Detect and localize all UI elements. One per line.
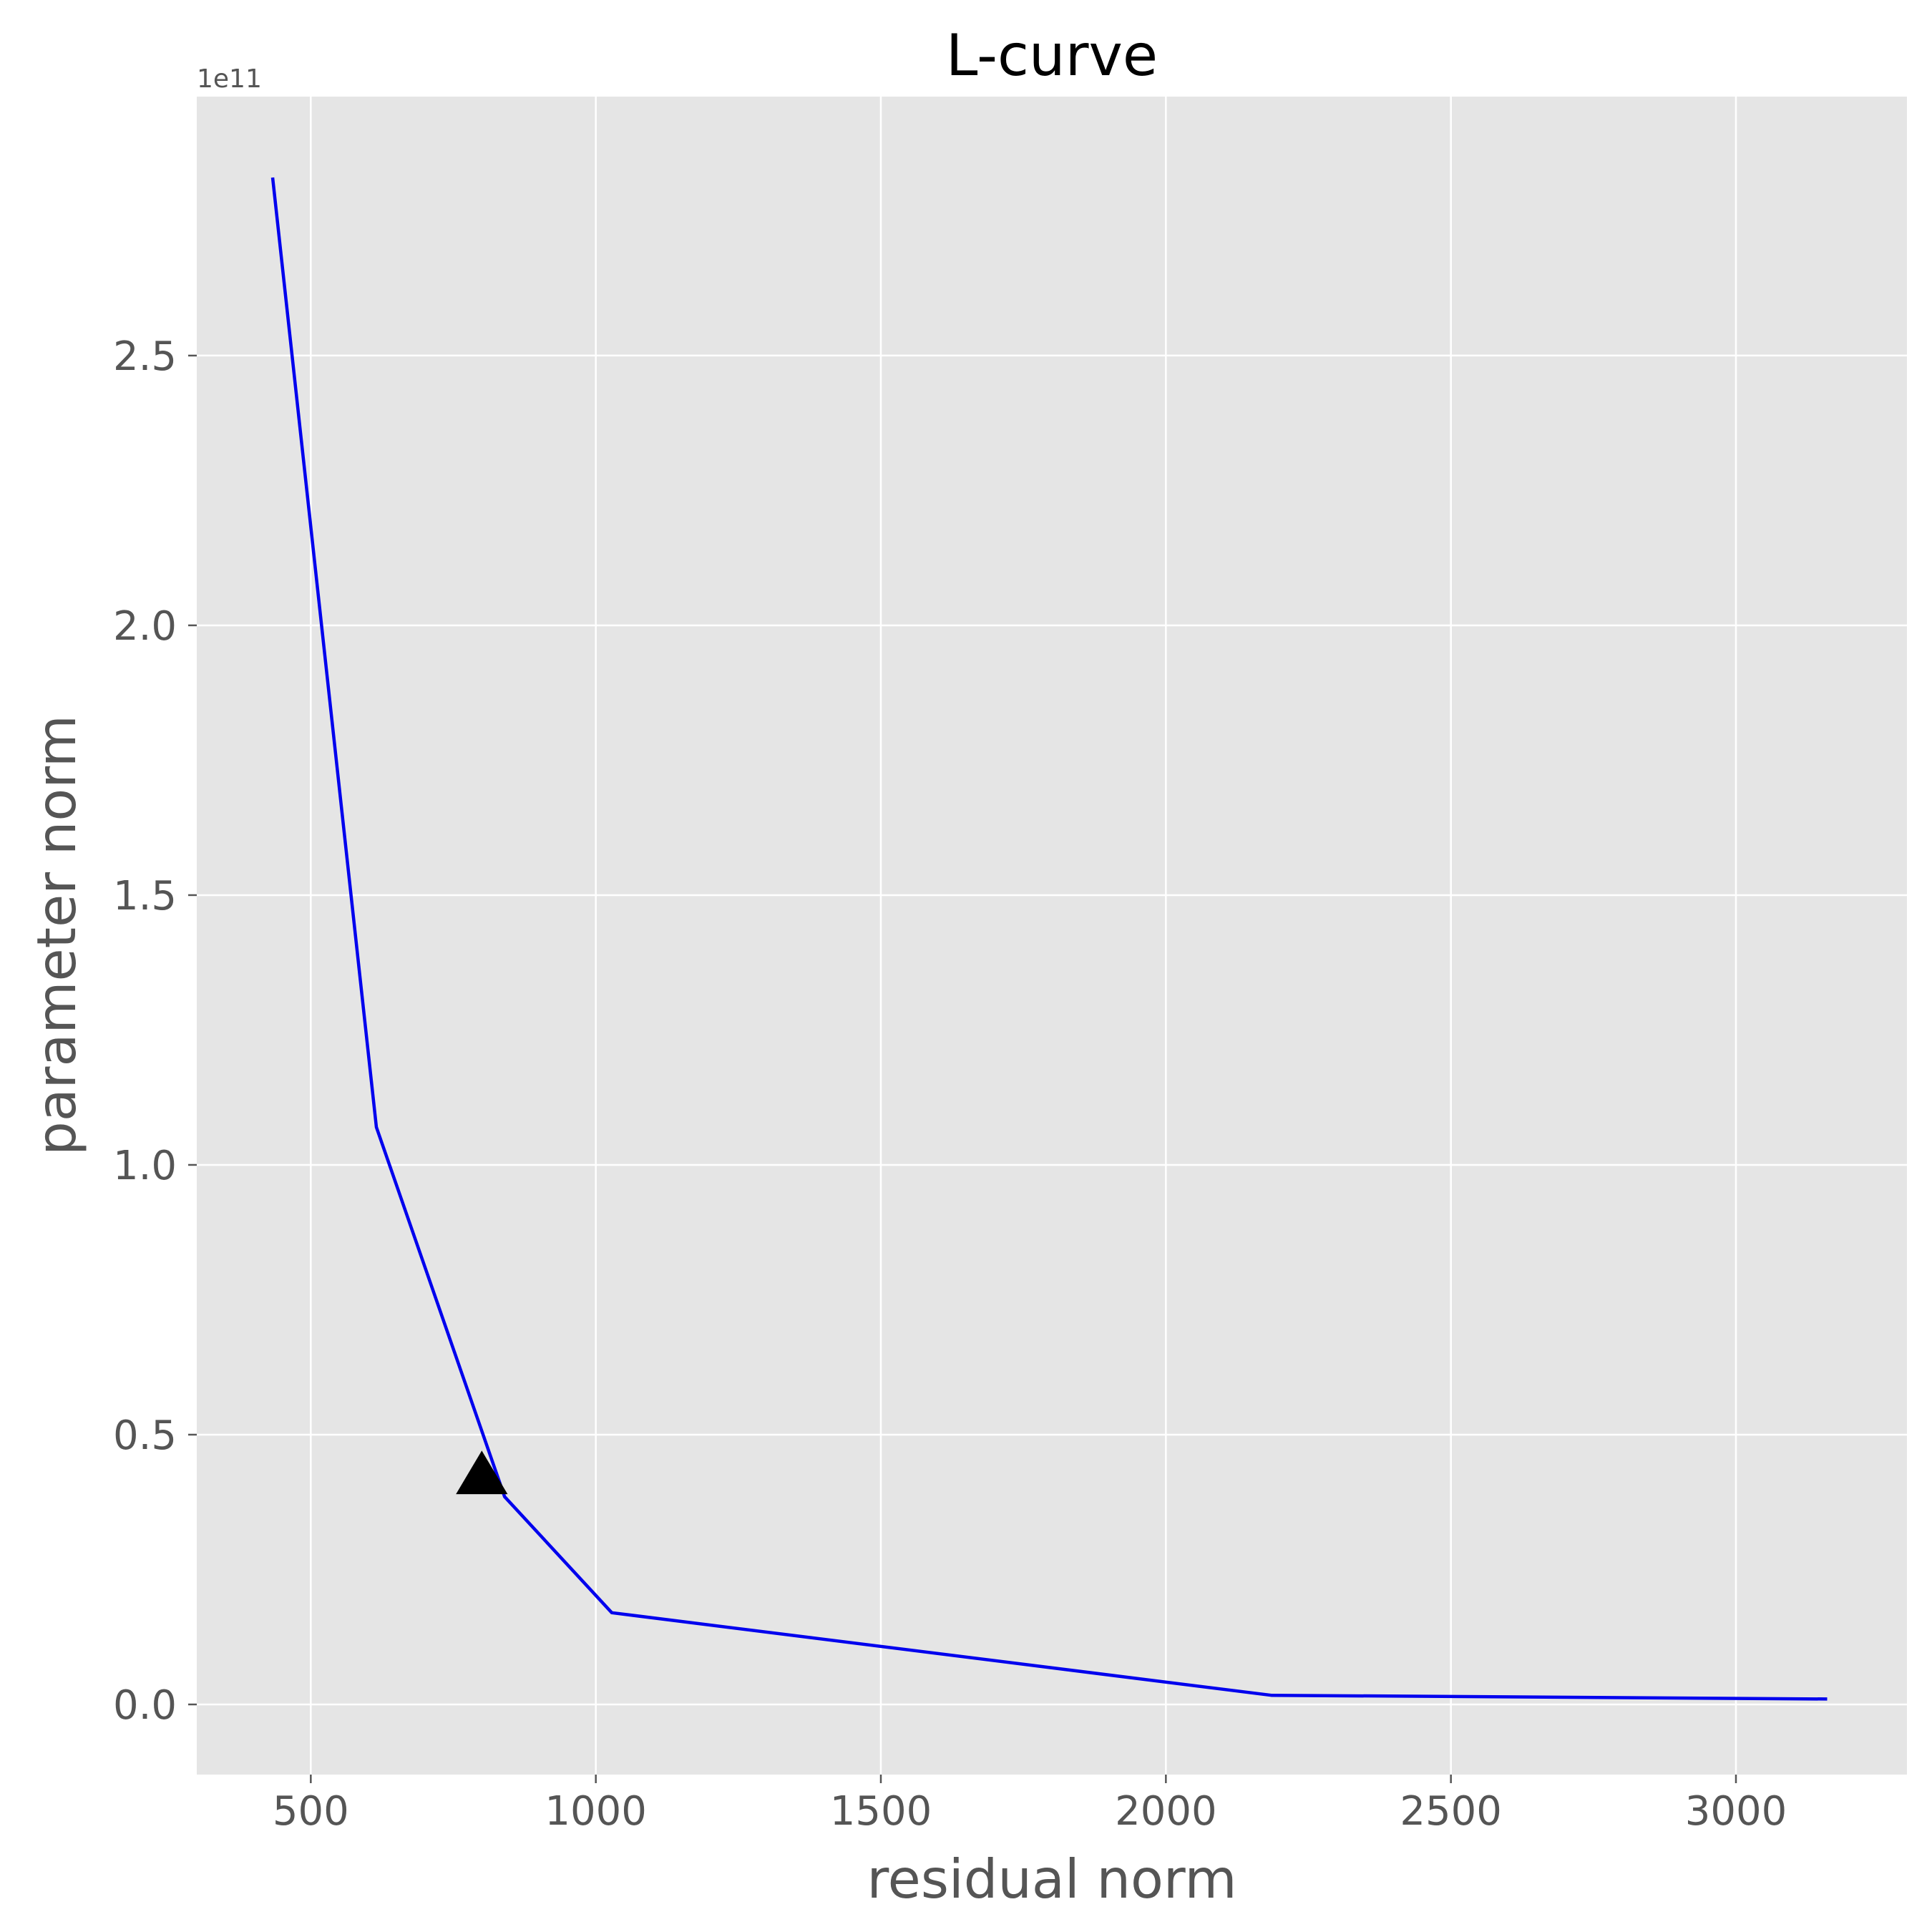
y-axis-label: parameter norm — [25, 715, 88, 1156]
marker-layer — [456, 1450, 508, 1495]
y-tick-label: 0.5 — [113, 1413, 177, 1459]
grid-lines — [197, 97, 1907, 1775]
y-tick-label: 1.0 — [113, 1143, 177, 1189]
x-tick-label: 2500 — [1400, 1788, 1502, 1835]
y-offset-label: 1e11 — [197, 64, 262, 94]
y-tick-label: 0.0 — [113, 1682, 177, 1729]
x-tick-label: 3000 — [1685, 1788, 1787, 1835]
x-tick-label: 500 — [273, 1788, 349, 1835]
series-line — [270, 177, 1828, 1701]
y-tick-label: 1.5 — [113, 873, 177, 919]
y-tick-label: 2.0 — [113, 603, 177, 650]
selected-point-marker — [456, 1450, 508, 1495]
series-layer — [270, 177, 1828, 1701]
chart-title: L-curve — [946, 22, 1158, 89]
x-tick-label: 1000 — [545, 1788, 647, 1835]
y-tick-label: 2.5 — [113, 333, 177, 380]
x-tick-label: 2000 — [1115, 1788, 1217, 1835]
x-tick-label: 1500 — [830, 1788, 932, 1835]
axis-ticks: 500 1000 1500 2000 2500 3000 0.0 0.5 1.0 1.5 2.0 2.… — [113, 333, 1787, 1835]
x-axis-label: residual norm — [867, 1848, 1236, 1911]
plot-background — [197, 97, 1907, 1775]
